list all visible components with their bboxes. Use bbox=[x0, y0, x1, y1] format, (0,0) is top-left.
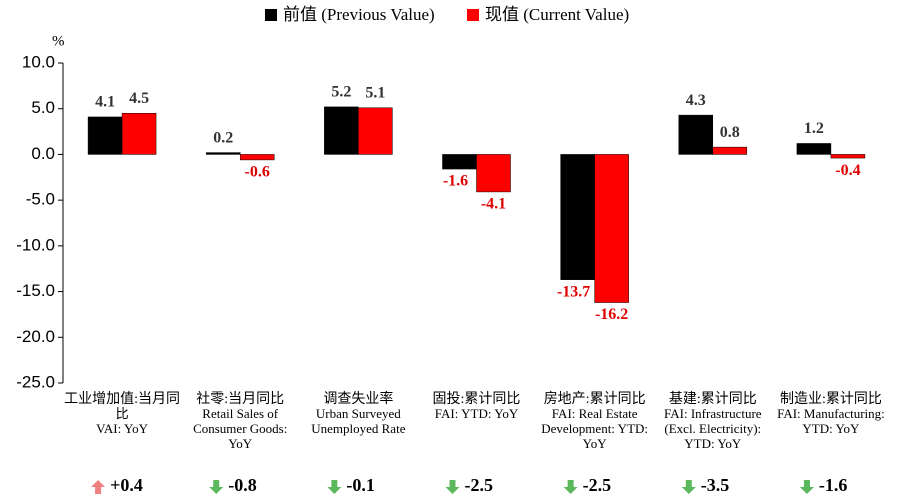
data-label: -1.6 bbox=[443, 173, 468, 190]
y-tick-label: -15.0 bbox=[16, 281, 55, 300]
legend-label: 现值 (Current Value) bbox=[485, 5, 629, 24]
legend-label: 前值 (Previous Value) bbox=[283, 5, 435, 24]
bar bbox=[830, 154, 866, 159]
x-tick-label: 基建:累计同比 bbox=[669, 390, 757, 407]
change-label: -0.1 bbox=[346, 475, 375, 495]
x-tick-label: Retail Sales of bbox=[202, 406, 278, 421]
change-arrow bbox=[681, 480, 696, 494]
x-tick-label: FAI: Real Estate bbox=[552, 406, 638, 421]
x-tick-label: YoY bbox=[583, 436, 608, 451]
bar bbox=[239, 154, 275, 161]
data-label: 0.8 bbox=[720, 124, 740, 141]
data-label: -13.7 bbox=[557, 283, 590, 300]
y-tick-label: -20.0 bbox=[16, 327, 55, 346]
change-label: -3.5 bbox=[701, 475, 730, 495]
data-label: 4.3 bbox=[686, 92, 706, 109]
bar bbox=[87, 116, 123, 155]
data-label: -0.6 bbox=[245, 164, 270, 181]
x-tick-label: 社零:当月同比 bbox=[196, 391, 284, 407]
x-tick-label: 房地产:累计同比 bbox=[544, 391, 646, 407]
change-arrow bbox=[327, 480, 342, 494]
legend-swatch bbox=[265, 9, 277, 21]
data-label: -0.4 bbox=[835, 162, 860, 179]
bar bbox=[205, 152, 241, 155]
bar bbox=[442, 154, 477, 170]
y-tick-label: 0.0 bbox=[31, 144, 55, 163]
change-label: -2.5 bbox=[465, 475, 494, 495]
bar bbox=[796, 143, 832, 155]
change-label: +0.4 bbox=[110, 475, 143, 495]
data-label: 0.2 bbox=[213, 129, 233, 146]
x-tick-label: 固投:累计同比 bbox=[433, 391, 521, 407]
y-tick-label: 5.0 bbox=[31, 98, 55, 117]
data-label: -16.2 bbox=[595, 306, 628, 323]
y-tick-label: -10.0 bbox=[16, 235, 55, 254]
change-arrow bbox=[209, 480, 224, 494]
bar bbox=[324, 106, 359, 155]
change-label: -2.5 bbox=[583, 475, 612, 495]
x-tick-label: 比 bbox=[116, 406, 129, 421]
x-tick-label: 制造业:累计同比 bbox=[780, 391, 882, 407]
bar bbox=[358, 107, 393, 155]
change-arrow bbox=[91, 480, 106, 494]
x-tick-label: YTD: YoY bbox=[684, 436, 742, 451]
data-label: 4.1 bbox=[95, 94, 115, 111]
data-label: 5.1 bbox=[365, 84, 385, 101]
x-tick-label: YTD: YoY bbox=[802, 421, 860, 436]
y-tick-label: -5.0 bbox=[26, 190, 55, 209]
change-label: -1.6 bbox=[819, 475, 848, 495]
bar bbox=[712, 146, 748, 155]
change-arrow bbox=[445, 480, 460, 494]
bar bbox=[476, 154, 511, 193]
data-label: 1.2 bbox=[804, 120, 824, 137]
bar bbox=[560, 154, 595, 280]
x-tick-label: Consumer Goods: bbox=[193, 421, 287, 436]
x-tick-label: FAI: YTD: YoY bbox=[435, 406, 519, 421]
x-tick-label: 调查失业率 bbox=[323, 390, 393, 407]
x-tick-label: FAI: Infrastructure bbox=[664, 406, 762, 421]
x-tick-label: Unemployed Rate bbox=[311, 421, 405, 436]
x-tick-label: (Excl. Electricity): bbox=[664, 421, 761, 436]
x-tick-label: Development: YTD: bbox=[541, 421, 648, 436]
x-tick-label: YoY bbox=[228, 436, 253, 451]
x-tick-label: VAI: YoY bbox=[96, 421, 148, 436]
y-unit: % bbox=[52, 33, 65, 49]
data-label: 4.5 bbox=[129, 90, 149, 107]
change-arrow bbox=[563, 480, 578, 494]
bar bbox=[594, 154, 629, 303]
y-tick-label: -25.0 bbox=[16, 372, 55, 391]
x-tick-label: 工业增加值:当月同 bbox=[64, 391, 180, 407]
data-label: -4.1 bbox=[481, 196, 506, 213]
x-tick-label: Urban Surveyed bbox=[316, 406, 401, 421]
bar bbox=[678, 114, 714, 155]
bar bbox=[121, 113, 157, 155]
change-arrow bbox=[799, 480, 814, 494]
data-label: 5.2 bbox=[331, 84, 351, 101]
x-tick-label: FAI: Manufacturing: bbox=[777, 406, 885, 421]
y-tick-label: 10.0 bbox=[22, 52, 55, 71]
legend-swatch bbox=[467, 9, 479, 21]
change-label: -0.8 bbox=[228, 475, 257, 495]
